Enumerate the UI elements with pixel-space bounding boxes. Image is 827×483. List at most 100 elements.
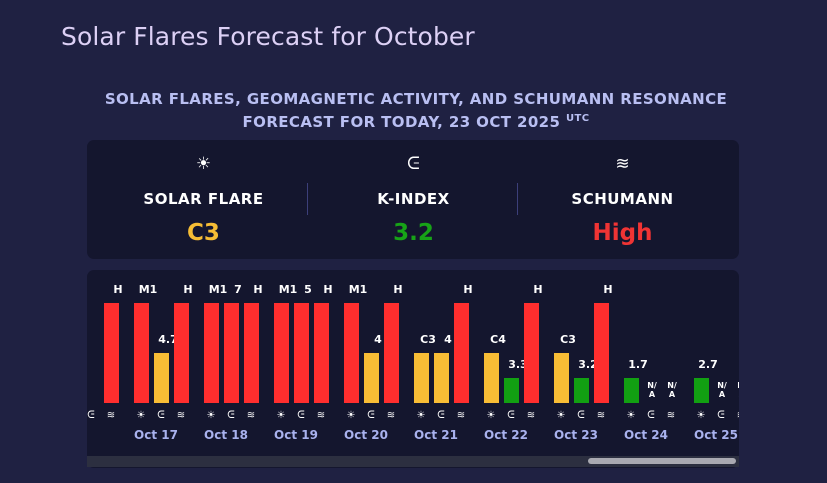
magnet-icon: ᕮ (297, 410, 305, 421)
flare-value-label: M1 (348, 283, 368, 296)
waves-icon: ≋ (386, 410, 396, 421)
schumann-value-label: H (533, 283, 543, 296)
flare-value-label: C4 (490, 333, 506, 346)
flare-value-label: M1 (278, 283, 298, 296)
k-value-label: 5 (304, 283, 312, 296)
schumann-value-label: H (463, 283, 473, 296)
forecast-timeline[interactable]: ☀ ᕮ H ≋ M1 ☀ 4.7 ᕮ H ≋ Oct 17 M1 ☀ 7 ᕮ H ≋ Oct 18 M1 ☀ 5 ᕮ H ≋ O… (87, 270, 739, 468)
magnet-icon: ᕮ (507, 410, 515, 421)
k-index-value: 3.2 (393, 220, 434, 246)
divider (307, 183, 308, 215)
flare-bar (694, 378, 709, 403)
k-value-label: 4 (374, 333, 382, 346)
waves-icon: ≋ (246, 410, 256, 421)
magnet-icon: ᕮ (437, 410, 445, 421)
magnet-icon: ᕮ (647, 410, 655, 421)
waves-icon: ≋ (176, 410, 186, 421)
k-value-label: 4 (444, 333, 452, 346)
flare-value-label: M1 (208, 283, 228, 296)
k-value-label: N/A (717, 381, 727, 399)
summary-card: ☀ SOLAR FLARE C3 ᕮ K-INDEX 3.2 ≋ SCHUMAN… (87, 140, 739, 259)
forecast-heading: SOLAR FLARES, GEOMAGNETIC ACTIVITY, AND … (60, 89, 772, 132)
magnet-icon: ᕮ (367, 410, 375, 421)
magnet-icon: ᕮ (87, 410, 95, 421)
sun-icon: ☀ (136, 410, 146, 421)
date-label: Oct 21 (414, 428, 458, 442)
forecast-heading-line2: FORECAST FOR TODAY, 23 OCT 2025 (242, 113, 561, 131)
waves-icon: ≋ (316, 410, 326, 421)
flare-bar (274, 303, 289, 403)
sun-icon: ☀ (195, 154, 212, 174)
sun-icon: ☀ (626, 410, 636, 421)
flare-bar (484, 353, 499, 403)
waves-icon: ≋ (106, 410, 116, 421)
schumann-value: High (592, 220, 653, 246)
date-label: Oct 19 (274, 428, 318, 442)
sun-icon: ☀ (486, 410, 496, 421)
sun-icon: ☀ (416, 410, 426, 421)
k-bar (224, 303, 239, 403)
flare-bar (414, 353, 429, 403)
flare-bar (554, 353, 569, 403)
date-label: Oct 17 (134, 428, 178, 442)
k-bar (364, 353, 379, 403)
waves-icon: ≋ (456, 410, 466, 421)
schumann-bar (524, 303, 539, 403)
schumann-bar (244, 303, 259, 403)
schumann-value-label: H (393, 283, 403, 296)
summary-solar-flare: ☀ SOLAR FLARE C3 (95, 140, 312, 259)
schumann-value-label: N/A (667, 381, 677, 399)
schumann-bar (314, 303, 329, 403)
schumann-value-label: H (183, 283, 193, 296)
waves-icon: ≋ (526, 410, 536, 421)
k-bar (504, 378, 519, 403)
date-label: Oct 25 (694, 428, 738, 442)
k-value-label: 7 (234, 283, 242, 296)
k-value-label: N/A (647, 381, 657, 399)
flare-bar (624, 378, 639, 403)
page-title: Solar Flares Forecast for October (61, 22, 475, 51)
sun-icon: ☀ (346, 410, 356, 421)
solar-flare-label: SOLAR FLARE (143, 190, 264, 208)
k-bar (294, 303, 309, 403)
schumann-value-label: N/A (732, 381, 739, 399)
flare-value-label: M1 (138, 283, 158, 296)
schumann-value-label: H (323, 283, 333, 296)
schumann-bar (174, 303, 189, 403)
forecast-heading-line1: SOLAR FLARES, GEOMAGNETIC ACTIVITY, AND … (104, 90, 728, 108)
k-bar (434, 353, 449, 403)
flare-value-label: C3 (420, 333, 436, 346)
flare-bar (344, 303, 359, 403)
k-value-label: 3.3 (508, 358, 528, 371)
waves-icon: ≋ (666, 410, 676, 421)
date-label: Oct 24 (624, 428, 668, 442)
date-label: Oct 20 (344, 428, 388, 442)
schumann-bar (454, 303, 469, 403)
summary-schumann: ≋ SCHUMANN High (514, 140, 731, 259)
solar-flare-value: C3 (187, 220, 220, 246)
date-label: Oct 23 (554, 428, 598, 442)
schumann-bar (104, 303, 119, 403)
divider (517, 183, 518, 215)
flare-bar (134, 303, 149, 403)
sun-icon: ☀ (276, 410, 286, 421)
waves-icon: ≋ (615, 154, 630, 174)
flare-value-label: 1.7 (628, 358, 648, 371)
k-value-label: 4.7 (158, 333, 178, 346)
sun-icon: ☀ (556, 410, 566, 421)
magnet-icon: ᕮ (227, 410, 235, 421)
magnet-icon: ᕮ (717, 410, 725, 421)
k-value-label: 3.2 (578, 358, 598, 371)
k-bar (574, 378, 589, 403)
waves-icon: ≋ (596, 410, 606, 421)
schumann-bar (384, 303, 399, 403)
flare-value-label: C3 (560, 333, 576, 346)
date-label: Oct 18 (204, 428, 248, 442)
magnet-icon: ᕮ (577, 410, 585, 421)
timeline-scrollbar[interactable] (87, 456, 739, 467)
flare-value-label: 2.7 (698, 358, 718, 371)
magnet-icon: ᕮ (157, 410, 165, 421)
k-index-label: K-INDEX (377, 190, 450, 208)
scrollbar-thumb[interactable] (588, 458, 736, 464)
magnet-icon: ᕮ (407, 154, 420, 174)
